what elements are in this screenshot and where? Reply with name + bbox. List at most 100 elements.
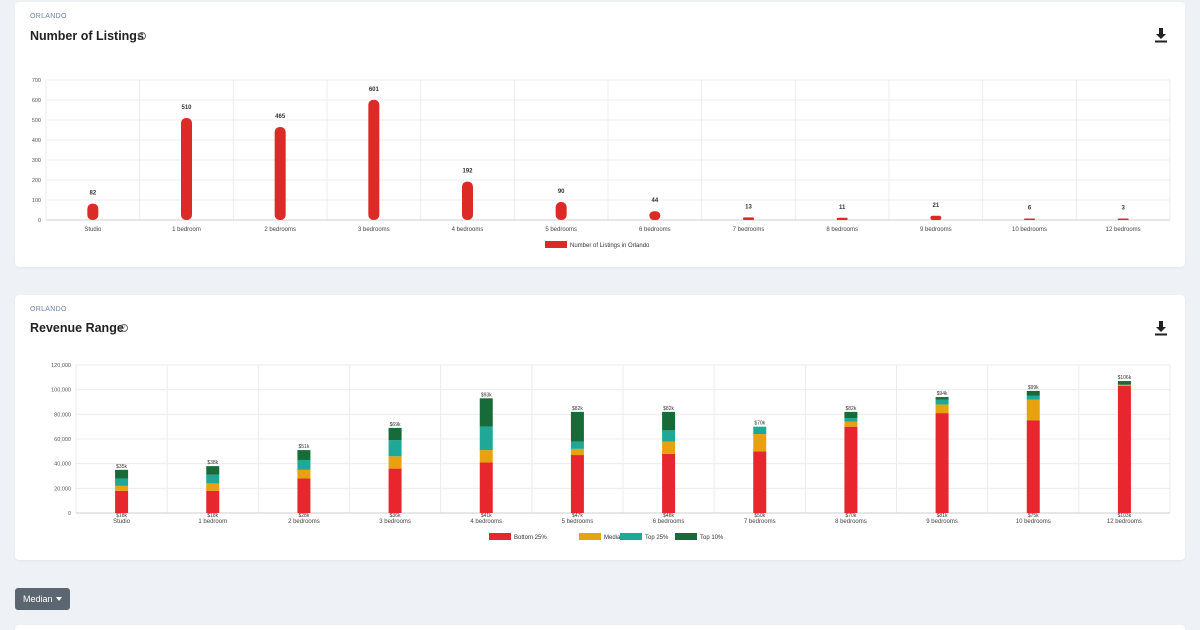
top-value-label: $93k: [481, 392, 492, 398]
x-tick-label: 10 bedrooms: [1016, 519, 1051, 525]
y-tick-label: 120,000: [51, 363, 71, 369]
y-tick-label: 100: [32, 198, 41, 204]
bar-10-bedrooms: [1024, 218, 1035, 220]
bar-segment-median: [479, 450, 493, 463]
bar-segment-bottom-25-: [1117, 385, 1131, 513]
bar-8-bedrooms: [836, 217, 848, 220]
revenue-title: Revenue Range: [30, 321, 124, 335]
bar-segment-bottom-25-: [206, 490, 220, 513]
data-label: 90: [558, 189, 565, 195]
y-tick-label: 80,000: [54, 412, 71, 418]
bar-segment-top-10-: [1026, 390, 1040, 396]
info-icon[interactable]: i: [138, 32, 146, 40]
bar-segment-median: [662, 441, 676, 454]
bottom-value-label: $81k: [937, 513, 948, 519]
bar-segment-top-10-: [570, 411, 584, 442]
download-icon[interactable]: [1154, 320, 1168, 336]
bar-segment-top-25-: [206, 474, 220, 484]
x-tick-label: 8 bedrooms: [835, 519, 867, 525]
download-icon[interactable]: [1154, 27, 1168, 43]
city-label: ORLANDO: [30, 306, 67, 313]
top-value-label: $69k: [390, 422, 401, 428]
top-value-label: $35k: [116, 464, 127, 470]
top-value-label: $82k: [845, 406, 856, 412]
top-value-label: $106k: [1118, 375, 1132, 381]
bar-segment-top-10-: [297, 450, 311, 460]
data-label: 465: [275, 114, 286, 120]
top-value-label: $82k: [572, 406, 583, 412]
x-tick-label: Studio: [84, 227, 102, 233]
bottom-value-label: $70k: [845, 513, 856, 519]
y-tick-label: 500: [32, 118, 41, 124]
top-value-label: $82k: [663, 406, 674, 412]
data-label: 192: [462, 169, 473, 175]
x-tick-label: Studio: [113, 519, 131, 525]
bar-segment-top-25-: [297, 459, 311, 470]
x-tick-label: 7 bedrooms: [744, 519, 776, 525]
bar-segment-median: [844, 421, 858, 427]
bar-segment-median: [206, 483, 220, 491]
bar-segment-top-10-: [479, 398, 493, 427]
bar-segment-median: [1026, 399, 1040, 421]
bar-segment-bottom-25-: [844, 426, 858, 513]
x-tick-label: 7 bedrooms: [733, 227, 765, 233]
legend-swatch: [620, 533, 642, 540]
legend-label: Bottom 25%: [514, 535, 547, 541]
data-label: 44: [651, 198, 658, 204]
x-tick-label: 9 bedrooms: [926, 519, 958, 525]
bar-segment-top-10-: [844, 411, 858, 419]
caret-down-icon: [55, 597, 62, 601]
bottom-value-label: $41k: [481, 513, 492, 519]
listings-card: ORLANDO Number of Listings i 0 100 200 300 4…: [15, 2, 1185, 267]
bar-segment-bottom-25-: [935, 413, 949, 513]
y-tick-label: 300: [32, 158, 41, 164]
bar-segment-median: [1117, 384, 1131, 386]
x-tick-label: 12 bedrooms: [1106, 227, 1141, 233]
revenue-card: ORLANDO Revenue Range i 0 20,000 40,000 60,…: [15, 295, 1185, 560]
data-label: 11: [839, 205, 846, 211]
legend-swatch: [489, 533, 511, 540]
top-value-label: $38k: [207, 460, 218, 466]
top-value-label: $99k: [1028, 385, 1039, 391]
x-tick-label: 2 bedrooms: [288, 519, 320, 525]
legend-swatch: [579, 533, 601, 540]
bar-segment-top-25-: [570, 441, 584, 449]
bar-segment-top-25-: [388, 440, 402, 457]
bar-segment-top-10-: [206, 466, 220, 475]
legend-label: Number of Listings in Orlando: [570, 243, 650, 249]
bottom-value-label: $18k: [116, 513, 127, 519]
bar-segment-top-10-: [115, 469, 129, 479]
y-tick-label: 40,000: [54, 462, 71, 468]
x-tick-label: 12 bedrooms: [1107, 519, 1142, 525]
x-tick-label: 8 bedrooms: [826, 227, 858, 233]
y-tick-label: 200: [32, 178, 41, 184]
bottom-value-label: $47k: [572, 513, 583, 519]
y-tick-label: 100,000: [51, 388, 71, 394]
metric-dropdown[interactable]: Median: [15, 588, 70, 610]
bar-6-bedrooms: [649, 211, 661, 220]
top-value-label: $70k: [754, 421, 765, 427]
city-label: ORLANDO: [30, 13, 67, 20]
bar-segment-top-25-: [844, 418, 858, 422]
bar-segment-median: [388, 456, 402, 469]
y-tick-label: 700: [32, 78, 41, 84]
bar-7-bedrooms: [743, 217, 754, 220]
bar-segment-bottom-25-: [115, 490, 129, 513]
bar-segment-top-25-: [662, 430, 676, 442]
bar-segment-bottom-25-: [1026, 420, 1040, 513]
bar-segment-bottom-25-: [479, 462, 493, 513]
bottom-value-label: $18k: [207, 513, 218, 519]
data-label: 3: [1121, 206, 1125, 212]
data-label: 601: [369, 87, 380, 93]
info-icon[interactable]: i: [120, 324, 128, 332]
x-tick-label: 2 bedrooms: [264, 227, 296, 233]
bar-segment-median: [297, 469, 311, 479]
x-tick-label: 6 bedrooms: [653, 519, 685, 525]
bar-segment-top-25-: [753, 426, 767, 435]
bar-segment-median: [115, 485, 129, 491]
x-tick-label: 1 bedroom: [172, 227, 201, 233]
x-tick-label: 5 bedrooms: [545, 227, 577, 233]
x-tick-label: 1 bedroom: [198, 519, 227, 525]
y-tick-label: 400: [32, 138, 41, 144]
bottom-value-label: $36k: [390, 513, 401, 519]
